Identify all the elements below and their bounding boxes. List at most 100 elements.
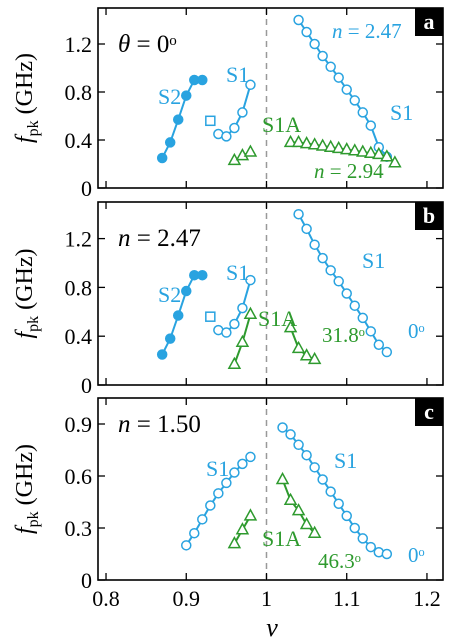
data-point [227, 536, 242, 549]
annotation-header: n = 1.50 [118, 411, 201, 438]
y-tick-label: 0.9 [65, 412, 93, 437]
data-point [245, 451, 256, 463]
data-point [372, 146, 386, 160]
data-point [221, 477, 232, 489]
annotation-S1A: S1A [262, 526, 301, 551]
annotation-S1A: S1A [262, 112, 301, 137]
data-point [235, 522, 250, 535]
y-tick-label: 0 [81, 568, 92, 593]
data-point [283, 320, 298, 333]
data-point [293, 208, 304, 220]
data-point [365, 120, 377, 131]
panel-badge-label: a [424, 9, 435, 34]
data-point [333, 498, 344, 509]
x-tick-label: 1 [261, 586, 272, 611]
data-point [357, 107, 369, 118]
data-point [293, 14, 304, 26]
panel-b: 0 0.4 0.8 1.2 fpk (GHz) n = 2.47 S2 S1 S1A S1 31.8… [12, 201, 444, 398]
data-point [325, 486, 336, 497]
data-point [291, 134, 306, 148]
data-point [307, 137, 322, 150]
data-point [309, 38, 320, 50]
data-point [237, 458, 248, 470]
data-point [317, 474, 328, 485]
data-point [347, 143, 362, 156]
data-point [331, 140, 346, 154]
data-point [181, 90, 192, 101]
annotation-angle-right: 0ᵒ [408, 319, 425, 343]
annotation-angle-mid: 46.3ᵒ [318, 549, 361, 573]
data-point [205, 500, 216, 511]
annotation-S1-left: S1 [206, 456, 229, 481]
data-point [245, 79, 256, 91]
data-point [299, 516, 314, 530]
annotation-S1-left: S1 [226, 260, 249, 285]
data-point [299, 348, 314, 361]
data-point [197, 269, 208, 281]
y-tick-label: 1.2 [65, 32, 93, 57]
data-point [325, 61, 336, 73]
x-axis-label: ν [266, 613, 278, 642]
annotation-S2: S2 [158, 282, 181, 307]
y-tick-label: 0.4 [65, 324, 93, 349]
panel-a: 0 0.4 0.8 1.2 fpk (GHz) θ = 0ᵒ S2 S1 S1A n = 2.47… [12, 7, 444, 201]
data-point [156, 349, 168, 360]
annotation-S1-right: S1 [362, 248, 385, 273]
y-tick-label: 0.4 [65, 128, 93, 153]
data-point [381, 548, 393, 560]
data-point [237, 302, 248, 314]
data-point [364, 145, 378, 158]
data-point [172, 114, 184, 125]
annotation-angle-right: 0ᵒ [408, 543, 425, 567]
annotation-header: n = 2.47 [118, 225, 201, 252]
data-point [317, 252, 328, 264]
data-point [164, 137, 176, 148]
data-point [181, 540, 192, 551]
data-point [291, 340, 306, 354]
data-point [156, 152, 168, 164]
annotation-S1-right: S1 [334, 448, 357, 473]
data-point [275, 471, 290, 485]
annotation-S2: S2 [158, 84, 181, 109]
annotation-n-bottom: n = 2.94 [314, 159, 384, 183]
x-tick-label: 0.8 [92, 586, 120, 611]
data-point [307, 525, 322, 538]
y-axis-label: fpk (GHz) [12, 444, 42, 534]
data-point [365, 326, 377, 337]
data-point [229, 122, 240, 134]
data-point [349, 95, 360, 106]
series-line [289, 327, 316, 361]
panel-badge [415, 202, 443, 230]
data-point [373, 339, 385, 350]
data-point [307, 351, 322, 365]
x-tick-label: 0.9 [173, 586, 201, 611]
data-point [213, 488, 224, 499]
data-point [197, 514, 208, 525]
data-point [341, 510, 352, 522]
data-point [380, 149, 394, 162]
y-tick-label: 0.6 [65, 464, 93, 489]
data-point [293, 439, 304, 451]
plot-frame [97, 7, 444, 189]
y-tick-label: 0.3 [65, 516, 93, 541]
data-point [339, 142, 354, 155]
data-point [357, 312, 369, 324]
data-point [291, 503, 306, 516]
data-point [325, 265, 336, 276]
x-tick-label: 1.1 [333, 586, 361, 611]
panel-badge [415, 398, 443, 426]
data-point [341, 288, 352, 299]
data-point [245, 274, 256, 286]
data-point [323, 139, 338, 152]
data-point [315, 138, 330, 151]
data-point [283, 134, 298, 148]
data-point [309, 462, 320, 473]
annotation-n-top: n = 2.47 [332, 19, 402, 43]
data-point [164, 333, 176, 344]
annotation-header: θ = 0ᵒ [118, 31, 177, 58]
data-point [172, 310, 184, 321]
data-point [301, 449, 312, 461]
data-point [317, 50, 328, 62]
annotation-S1-right: S1 [390, 100, 413, 125]
data-point [189, 527, 200, 539]
